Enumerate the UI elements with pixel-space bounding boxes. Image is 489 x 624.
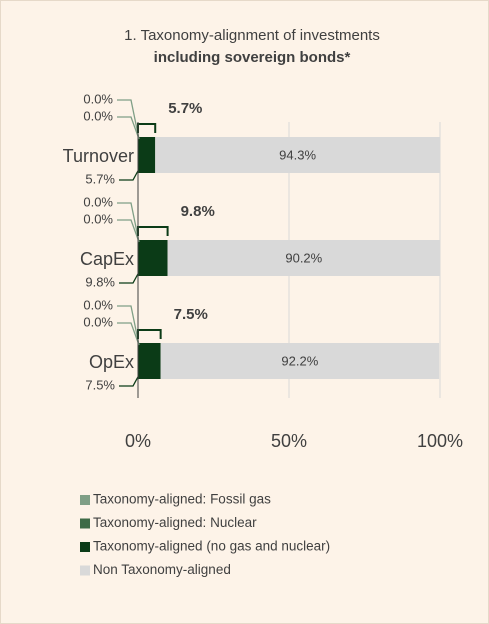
annotation: 7.5% xyxy=(174,306,208,323)
legend-label: Non Taxonomy-aligned xyxy=(93,562,231,577)
legend-swatch xyxy=(80,542,90,552)
legend-label: Taxonomy-aligned (no gas and nuclear) xyxy=(93,539,330,554)
legend-label: Taxonomy-aligned: Fossil gas xyxy=(93,492,271,507)
value-label: 7.5% xyxy=(85,377,115,392)
leader-line xyxy=(119,271,140,284)
legend-label: Taxonomy-aligned: Nuclear xyxy=(93,515,257,530)
value-label: 5.7% xyxy=(85,171,115,186)
legend-swatch xyxy=(80,518,90,529)
value-label: 0.0% xyxy=(83,297,113,312)
value-label: 94.3% xyxy=(279,147,316,162)
value-label: 0.0% xyxy=(83,91,113,106)
category-label: OpEx xyxy=(89,352,134,372)
chart-subtitle: including sovereign bonds* xyxy=(154,49,351,66)
value-label: 0.0% xyxy=(83,314,113,329)
bar-segment xyxy=(155,137,441,173)
legend-swatch xyxy=(80,495,90,505)
value-label: 0.0% xyxy=(83,211,113,226)
value-label: 9.8% xyxy=(85,274,115,289)
value-label: 0.0% xyxy=(83,108,113,123)
annotation: 5.7% xyxy=(168,100,202,117)
category-label: Turnover xyxy=(63,146,134,166)
value-label: 90.2% xyxy=(285,250,322,265)
x-tick-label: 0% xyxy=(125,431,151,451)
leader-line xyxy=(119,374,140,387)
x-tick-label: 50% xyxy=(271,431,307,451)
bar-segment xyxy=(167,240,440,276)
annotation: 9.8% xyxy=(181,203,215,220)
bar-segment xyxy=(138,240,168,276)
leader-line xyxy=(117,305,140,346)
leader-line xyxy=(117,202,140,243)
leader-line xyxy=(117,116,140,140)
bar-segment xyxy=(138,343,161,379)
leader-line xyxy=(117,322,140,346)
value-label: 0.0% xyxy=(83,194,113,209)
bar-segment xyxy=(160,343,440,379)
legend-swatch xyxy=(80,565,90,576)
bar-segment xyxy=(138,137,156,173)
leader-line xyxy=(117,99,140,140)
leader-line xyxy=(119,168,140,181)
x-tick-label: 100% xyxy=(417,431,463,451)
leader-line xyxy=(117,219,140,243)
value-label: 92.2% xyxy=(281,353,318,368)
chart-title: 1. Taxonomy-alignment of investments xyxy=(124,27,380,44)
category-label: CapEx xyxy=(80,249,134,269)
